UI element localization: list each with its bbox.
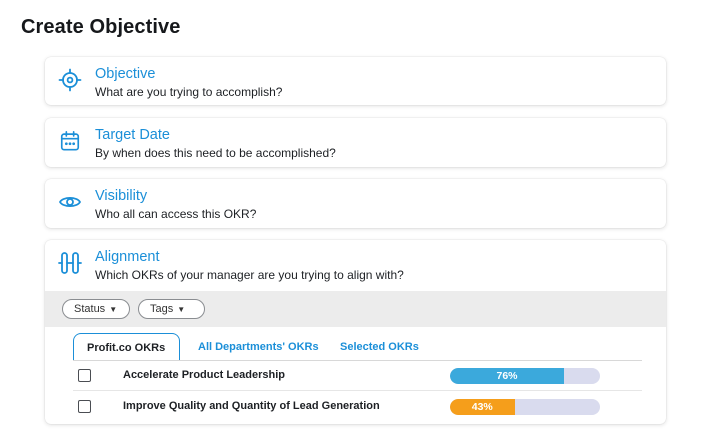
caret-down-icon: ▼ [109, 304, 118, 314]
progress-bar-fill [450, 368, 564, 384]
section-subtitle: What are you trying to accomplish? [95, 85, 283, 99]
progress-label: 76% [496, 370, 518, 382]
caret-down-icon: ▼ [177, 304, 186, 314]
target-icon [57, 67, 83, 93]
tab-selected-okrs[interactable]: Selected OKRs [340, 341, 419, 353]
okr-name: Accelerate Product Leadership [123, 369, 286, 381]
visibility-section[interactable]: Visibility Who all can access this OKR? [45, 179, 666, 228]
alignment-section: Alignment Which OKRs of your manager are… [45, 240, 666, 424]
tab-divider [73, 360, 642, 361]
okr-name: Improve Quality and Quantity of Lead Gen… [123, 400, 380, 412]
tab-profit-co-okrs[interactable]: Profit.co OKRs [73, 333, 180, 361]
progress-bar-fill [450, 399, 515, 415]
alignment-icon [57, 250, 83, 276]
okr-row: Improve Quality and Quantity of Lead Gen… [73, 392, 642, 422]
status-filter-dropdown[interactable]: Status ▼ [62, 299, 130, 319]
progress-bar: 43% [450, 399, 600, 415]
section-subtitle: Which OKRs of your manager are you tryin… [95, 268, 404, 282]
section-title: Visibility [95, 188, 148, 204]
progress-label: 43% [471, 401, 493, 413]
tags-filter-dropdown[interactable]: Tags ▼ [138, 299, 205, 319]
calendar-icon [57, 128, 83, 154]
okr-row: Accelerate Product Leadership 76% [73, 361, 642, 391]
objective-section[interactable]: Objective What are you trying to accompl… [45, 57, 666, 105]
okr-checkbox[interactable] [78, 369, 91, 382]
target-date-section[interactable]: Target Date By when does this need to be… [45, 118, 666, 167]
eye-icon [57, 189, 83, 215]
okr-checkbox[interactable] [78, 400, 91, 413]
section-title: Objective [95, 66, 156, 82]
section-subtitle: Who all can access this OKR? [95, 207, 257, 221]
tab-all-departments-okrs[interactable]: All Departments' OKRs [198, 341, 319, 353]
section-title: Target Date [95, 127, 170, 143]
filter-bar: Status ▼ Tags ▼ [45, 291, 666, 327]
status-filter-label: Status [74, 303, 106, 315]
page-title: Create Objective [21, 16, 181, 38]
tags-filter-label: Tags [150, 303, 174, 315]
section-title: Alignment [95, 249, 160, 265]
section-subtitle: By when does this need to be accomplishe… [95, 146, 336, 160]
progress-bar: 76% [450, 368, 600, 384]
